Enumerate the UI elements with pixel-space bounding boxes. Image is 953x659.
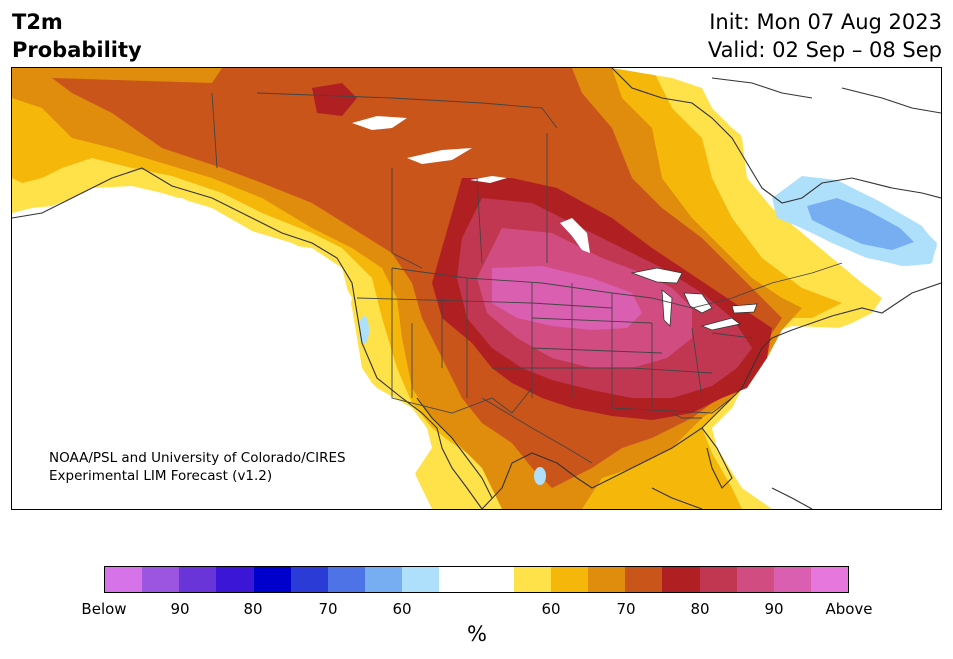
title-line-2: Probability [12, 38, 142, 62]
colorbar-segment [662, 567, 700, 592]
atlantic-ocean [737, 308, 941, 509]
great-lakes [630, 267, 758, 331]
lake-winnipeg [560, 218, 590, 253]
colorbar-segment [513, 567, 551, 592]
colorbar-tick-label: 60 [541, 600, 561, 618]
above-80b-north [312, 83, 357, 116]
colorbar-tick-label: 70 [616, 600, 636, 618]
colorbar-segment [105, 567, 143, 592]
map-panel [11, 67, 942, 510]
arctic-ocean-east [612, 68, 941, 218]
colorbar-segment [550, 567, 589, 592]
colorbar-tick-label: 80 [690, 600, 710, 618]
colorbar-segment [810, 567, 849, 592]
colorbar-segment [290, 567, 328, 592]
coastlines [12, 68, 941, 509]
colorbar-tick-label: 60 [392, 600, 412, 618]
colorbar-tick-label: 90 [170, 600, 190, 618]
colorbar-segment [439, 567, 477, 592]
lake-athabasca [470, 176, 507, 183]
political-borders [211, 92, 843, 464]
colorbar-segment [625, 567, 663, 592]
colorbar-segment [773, 567, 811, 592]
below-60-patch-west [359, 316, 369, 344]
below-70-region-overlay [807, 198, 914, 250]
colorbar-tick-label: 80 [243, 600, 263, 618]
colorbar-segment [216, 567, 254, 592]
colorbar-unit-label: % [467, 622, 487, 646]
colorbar-segment [736, 567, 774, 592]
colorbar-segment [402, 567, 440, 592]
map-title: T2m Probability [12, 8, 142, 64]
credit-line-1: NOAA/PSL and University of Colorado/CIRE… [49, 450, 346, 466]
colorbar-tick-label: 70 [318, 600, 338, 618]
colorbar-segment [253, 567, 291, 592]
forecast-dates: Init: Mon 07 Aug 2023 Valid: 02 Sep – 08… [708, 8, 942, 64]
colorbar-segment [476, 567, 514, 592]
init-date: Init: Mon 07 Aug 2023 [709, 10, 942, 34]
colorbar-tick-label: Above [825, 600, 873, 618]
valid-date: Valid: 02 Sep – 08 Sep [707, 38, 942, 62]
below-60-patch-mexico [534, 467, 546, 485]
colorbar-segment [142, 567, 180, 592]
credit-text: NOAA/PSL and University of Colorado/CIRE… [49, 449, 346, 485]
colorbar-segment [588, 567, 626, 592]
colorbar-tick-label: Below [81, 600, 127, 618]
colorbar-tick-label: 90 [764, 600, 784, 618]
credit-line-2: Experimental LIM Forecast (v1.2) [49, 468, 273, 484]
great-slave-lake [407, 148, 472, 164]
probability-map [12, 68, 941, 509]
colorbar-segment [699, 567, 737, 592]
colorbar-segment [327, 567, 366, 592]
pacific-ocean [12, 196, 432, 509]
colorbar-segment [365, 567, 403, 592]
colorbar-segment [179, 567, 217, 592]
colorbar [104, 566, 849, 593]
great-bear-lake [352, 116, 407, 130]
title-line-1: T2m [12, 10, 63, 34]
